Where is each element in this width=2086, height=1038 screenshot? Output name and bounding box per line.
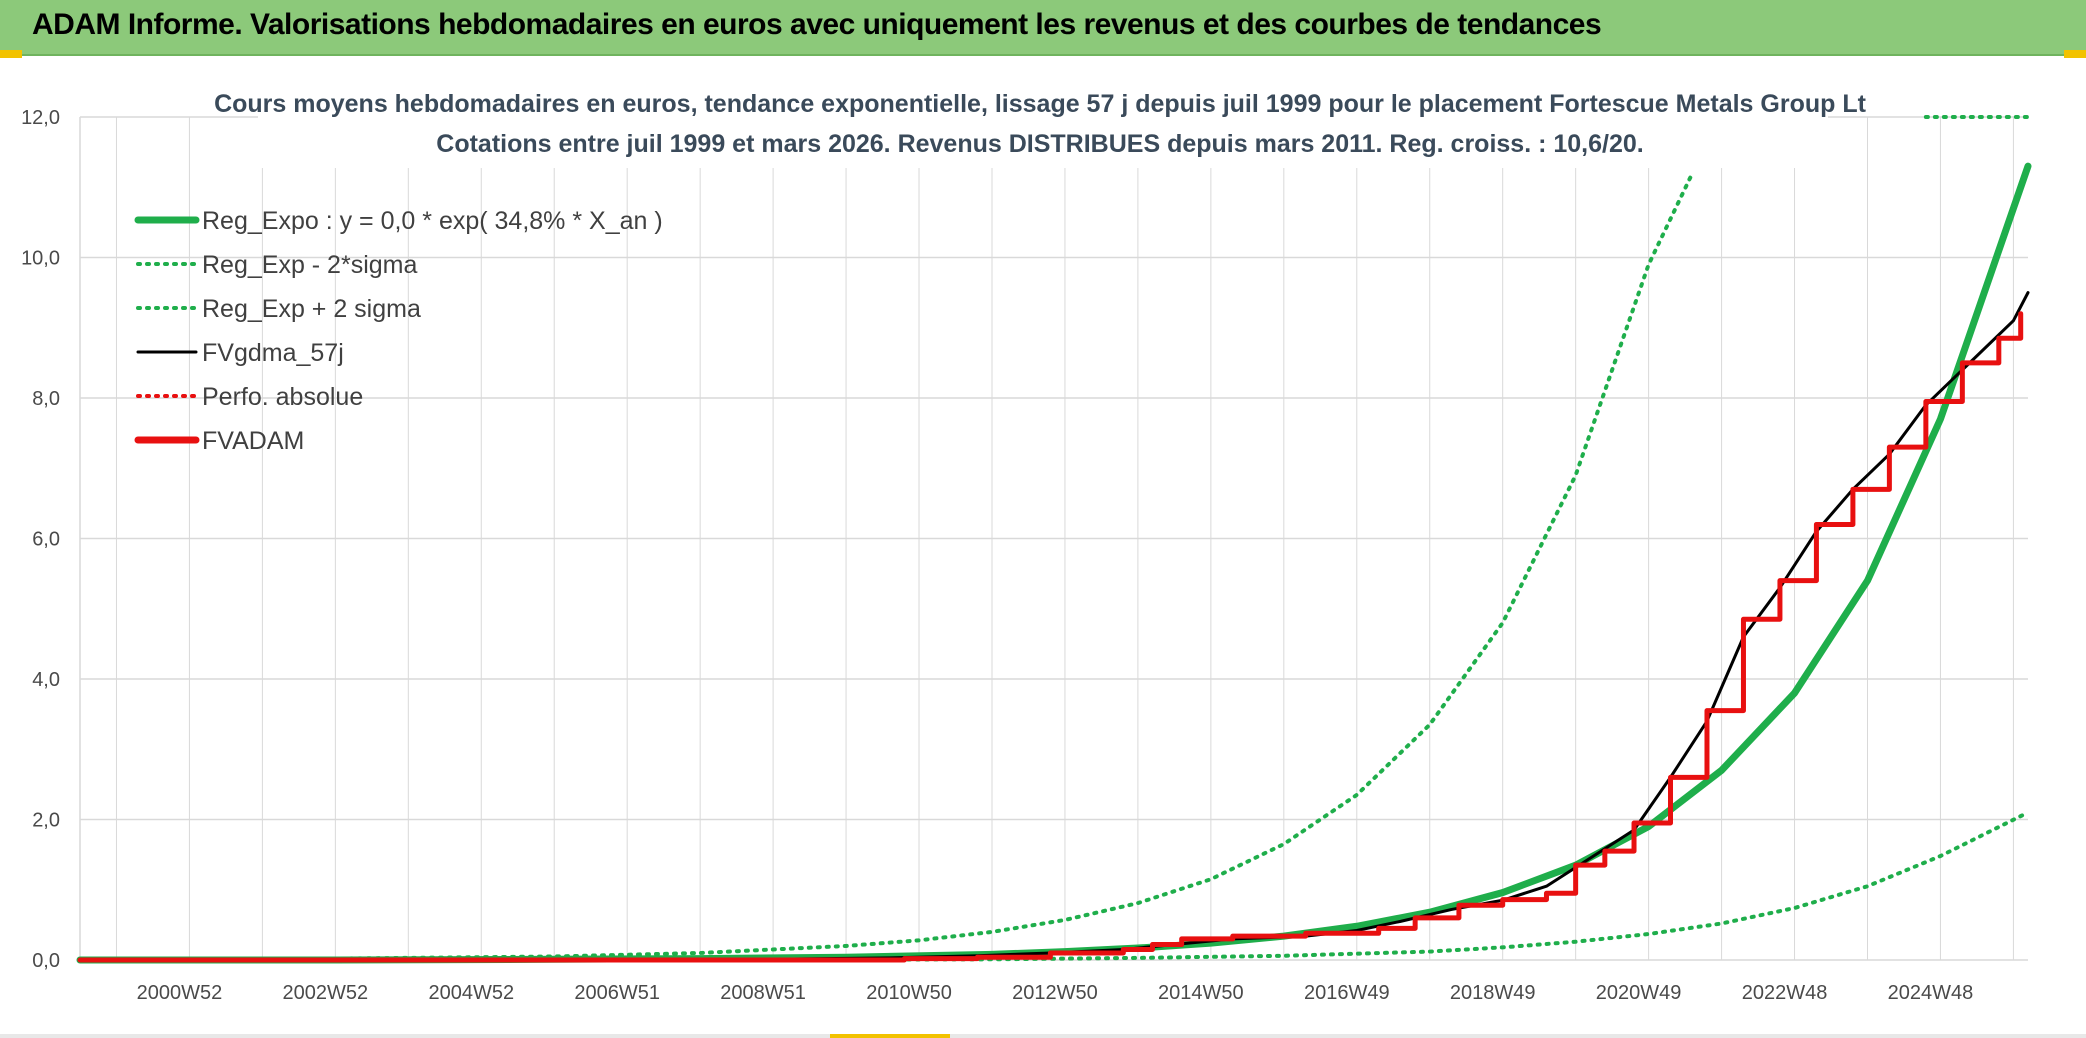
legend-label: FVADAM — [202, 427, 304, 455]
legend-label: Reg_Exp - 2*sigma — [202, 251, 417, 279]
x-axis-ticks: 2000W52 2002W52 2004W52 2006W51 2008W51 2010W… — [137, 982, 1974, 1004]
y-axis-ticks: 0,0 2,0 4,0 6,0 8,0 10,0 12,0 — [21, 107, 60, 972]
series-line-6 — [77, 311, 2024, 963]
x-tick-label: 2012W50 — [1012, 982, 1098, 1004]
y-tick-label: 4,0 — [32, 669, 60, 691]
x-tick-label: 2020W49 — [1596, 982, 1682, 1004]
series-line-0 — [76, 162, 2032, 964]
bottom-border — [0, 1034, 2086, 1038]
x-tick-label: 2010W50 — [866, 982, 952, 1004]
x-tick-label: 2024W48 — [1888, 982, 1974, 1004]
legend-label: Reg_Expo : y = 0,0 * exp( 34,8% * X_an ) — [202, 207, 663, 235]
grid-lines — [79, 116, 2028, 961]
corner-marker-right — [2064, 50, 2086, 58]
x-tick-label: 2006W51 — [574, 982, 660, 1004]
y-tick-label: 8,0 — [32, 388, 60, 410]
legend: Reg_Expo : y = 0,0 * exp( 34,8% * X_an )… — [134, 207, 663, 455]
series-layer — [76, 115, 2032, 964]
legend-label: FVgdma_57j — [202, 339, 344, 367]
chart-title-line2: Cotations entre juil 1999 et mars 2026. … — [436, 130, 1643, 158]
x-tick-label: 2000W52 — [137, 982, 223, 1004]
y-tick-label: 0,0 — [32, 950, 60, 972]
y-tick-label: 2,0 — [32, 810, 60, 832]
legend-label: Perfo. absolue — [202, 383, 363, 411]
x-tick-label: 2018W49 — [1450, 982, 1536, 1004]
corner-marker-left — [0, 50, 22, 58]
header-banner: ADAM Informe. Valorisations hebdomadaire… — [0, 0, 2086, 56]
y-tick-label: 10,0 — [21, 248, 60, 270]
bottom-marker — [830, 1034, 950, 1038]
legend-label: Reg_Exp + 2 sigma — [202, 295, 421, 323]
x-tick-label: 2022W48 — [1742, 982, 1828, 1004]
x-tick-label: 2016W49 — [1304, 982, 1390, 1004]
series-line-4 — [78, 291, 2030, 962]
x-tick-label: 2008W51 — [720, 982, 806, 1004]
series-line-1 — [78, 810, 2030, 962]
chart-title-background — [258, 80, 1828, 168]
page-title: ADAM Informe. Valorisations hebdomadaire… — [32, 8, 1602, 41]
series-line-2 — [78, 171, 1695, 962]
x-tick-label: 2002W52 — [283, 982, 369, 1004]
chart-title-line1: Cours moyens hebdomadaires en euros, ten… — [214, 90, 1867, 118]
x-tick-label: 2014W50 — [1158, 982, 1244, 1004]
x-tick-label: 2004W52 — [428, 982, 514, 1004]
y-tick-label: 12,0 — [21, 107, 60, 129]
y-tick-label: 6,0 — [32, 529, 60, 551]
